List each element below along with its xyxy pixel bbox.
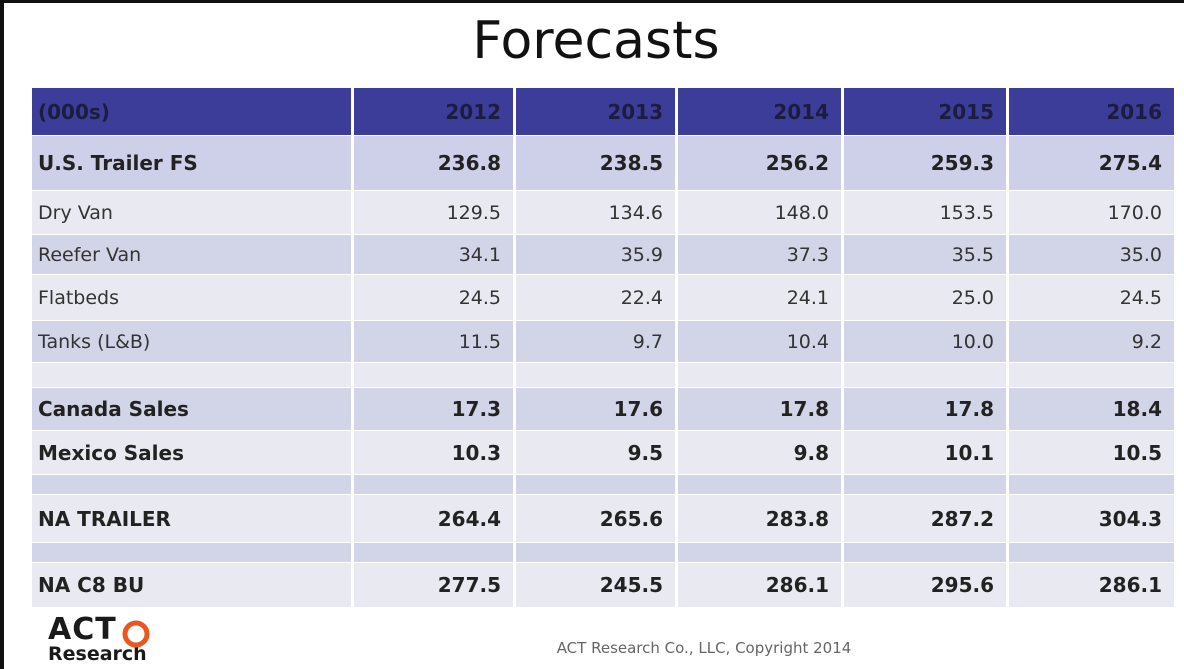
table-cell: 148.0 bbox=[678, 191, 844, 235]
table-row: Tanks (L&B) 11.5 9.7 10.4 10.0 9.2 bbox=[32, 321, 1174, 363]
table-row: U.S. Trailer FS 236.8 238.5 256.2 259.3 275.4 bbox=[32, 136, 1174, 191]
table-cell: 286.1 bbox=[678, 563, 844, 608]
table-cell: 10.4 bbox=[678, 321, 844, 363]
table-cell: 9.7 bbox=[516, 321, 678, 363]
table-cell: 24.5 bbox=[1009, 275, 1174, 321]
spacer-row bbox=[32, 543, 1174, 563]
table-cell bbox=[1009, 363, 1174, 388]
table-cell bbox=[1009, 475, 1174, 495]
logo-text: ACT bbox=[48, 612, 117, 647]
table-cell: 35.5 bbox=[844, 235, 1009, 275]
table-cell: 37.3 bbox=[678, 235, 844, 275]
table-cell: (000s) bbox=[32, 88, 354, 136]
table-cell: Mexico Sales bbox=[32, 431, 354, 475]
table-cell: 34.1 bbox=[354, 235, 516, 275]
table-cell: 283.8 bbox=[678, 495, 844, 543]
logo-text: Research bbox=[48, 643, 147, 665]
table-cell: 10.5 bbox=[1009, 431, 1174, 475]
table-row: Reefer Van 34.1 35.9 37.3 35.5 35.0 bbox=[32, 235, 1174, 275]
logo: ACT Research bbox=[48, 615, 147, 664]
table-cell: 256.2 bbox=[678, 136, 844, 191]
table-cell: 25.0 bbox=[844, 275, 1009, 321]
table-cell bbox=[354, 475, 516, 495]
table-cell: U.S. Trailer FS bbox=[32, 136, 354, 191]
table-cell: 2012 bbox=[354, 88, 516, 136]
table-cell: 24.1 bbox=[678, 275, 844, 321]
table-cell: 35.0 bbox=[1009, 235, 1174, 275]
table-cell: 35.9 bbox=[516, 235, 678, 275]
table-cell bbox=[1009, 543, 1174, 563]
table-cell: 18.4 bbox=[1009, 388, 1174, 431]
table-cell bbox=[354, 543, 516, 563]
table-cell: 10.0 bbox=[844, 321, 1009, 363]
table-cell: 236.8 bbox=[354, 136, 516, 191]
table-cell: Tanks (L&B) bbox=[32, 321, 354, 363]
table-cell bbox=[516, 543, 678, 563]
table-cell: 11.5 bbox=[354, 321, 516, 363]
table-cell: NA C8 BU bbox=[32, 563, 354, 608]
table-row: (000s) 2012 2013 2014 2015 2016 bbox=[32, 88, 1174, 136]
table-cell: 9.2 bbox=[1009, 321, 1174, 363]
table-cell bbox=[516, 363, 678, 388]
table-cell: 17.8 bbox=[678, 388, 844, 431]
table-cell: 10.1 bbox=[844, 431, 1009, 475]
table-cell: Flatbeds bbox=[32, 275, 354, 321]
copyright: ACT Research Co., LLC, Copyright 2014 bbox=[556, 639, 852, 657]
table-cell: 238.5 bbox=[516, 136, 678, 191]
spacer-row bbox=[32, 363, 1174, 388]
table-row: Dry Van 129.5 134.6 148.0 153.5 170.0 bbox=[32, 191, 1174, 235]
table-cell bbox=[678, 475, 844, 495]
table-cell bbox=[32, 543, 354, 563]
table-cell: 286.1 bbox=[1009, 563, 1174, 608]
table-cell bbox=[354, 363, 516, 388]
table-cell bbox=[32, 363, 354, 388]
table-cell: 287.2 bbox=[844, 495, 1009, 543]
table-cell: 2014 bbox=[678, 88, 844, 136]
table-cell: 170.0 bbox=[1009, 191, 1174, 235]
table: (000s) 2012 2013 2014 2015 2016 U.S. Trailer F… bbox=[32, 88, 1174, 608]
table-cell bbox=[844, 475, 1009, 495]
table-cell: 275.4 bbox=[1009, 136, 1174, 191]
table-cell bbox=[516, 475, 678, 495]
table-row: NA C8 BU 277.5 245.5 286.1 295.6 286.1 bbox=[32, 563, 1174, 608]
table-cell: 2015 bbox=[844, 88, 1009, 136]
table-cell: Reefer Van bbox=[32, 235, 354, 275]
table-cell: 265.6 bbox=[516, 495, 678, 543]
table-cell: 17.3 bbox=[354, 388, 516, 431]
table-cell: 9.8 bbox=[678, 431, 844, 475]
table-row: Flatbeds 24.5 22.4 24.1 25.0 24.5 bbox=[32, 275, 1174, 321]
table-cell bbox=[678, 543, 844, 563]
table-row: NA TRAILER 264.4 265.6 283.8 287.2 304.3 bbox=[32, 495, 1174, 543]
table-cell: 264.4 bbox=[354, 495, 516, 543]
table-cell bbox=[844, 363, 1009, 388]
logo-icon bbox=[122, 620, 150, 648]
table-cell: 245.5 bbox=[516, 563, 678, 608]
table-cell bbox=[678, 363, 844, 388]
table-cell: 22.4 bbox=[516, 275, 678, 321]
table-cell: 153.5 bbox=[844, 191, 1009, 235]
spacer-row bbox=[32, 475, 1174, 495]
table-cell: 295.6 bbox=[844, 563, 1009, 608]
table-cell: Canada Sales bbox=[32, 388, 354, 431]
table-cell: 24.5 bbox=[354, 275, 516, 321]
table-cell: 134.6 bbox=[516, 191, 678, 235]
table-row: Mexico Sales 10.3 9.5 9.8 10.1 10.5 bbox=[32, 431, 1174, 475]
table-cell: 10.3 bbox=[354, 431, 516, 475]
table-cell: 17.8 bbox=[844, 388, 1009, 431]
table-cell bbox=[844, 543, 1009, 563]
table-cell: 2016 bbox=[1009, 88, 1174, 136]
table-cell: 304.3 bbox=[1009, 495, 1174, 543]
table-cell: 277.5 bbox=[354, 563, 516, 608]
table-cell bbox=[32, 475, 354, 495]
table-cell: NA TRAILER bbox=[32, 495, 354, 543]
table-cell: 259.3 bbox=[844, 136, 1009, 191]
table-cell: 17.6 bbox=[516, 388, 678, 431]
table-row: Canada Sales 17.3 17.6 17.8 17.8 18.4 bbox=[32, 388, 1174, 431]
table-cell: Dry Van bbox=[32, 191, 354, 235]
table-cell: 9.5 bbox=[516, 431, 678, 475]
table-cell: 2013 bbox=[516, 88, 678, 136]
table-cell: 129.5 bbox=[354, 191, 516, 235]
title: Forecasts bbox=[472, 11, 720, 71]
